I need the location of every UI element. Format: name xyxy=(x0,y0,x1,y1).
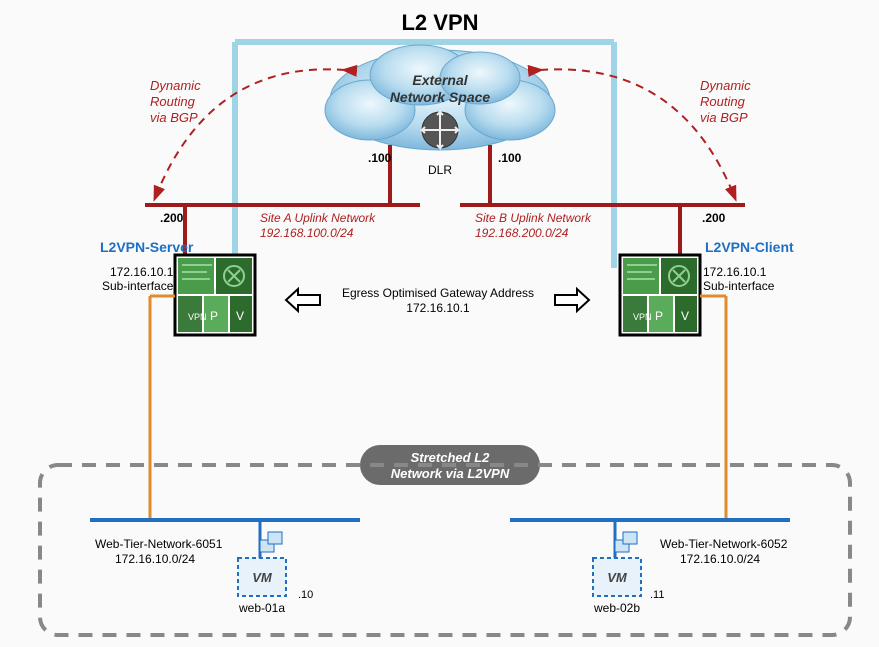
client-sub-label: Sub-interface xyxy=(703,279,775,293)
site-a-label-1: Site A Uplink Network xyxy=(260,211,376,225)
client-sub-ip: 172.16.10.1 xyxy=(703,265,767,279)
site-b-label-2: 192.168.200.0/24 xyxy=(475,226,569,240)
svg-text:VPN: VPN xyxy=(188,312,207,322)
web-left-subnet: 172.16.10.0/24 xyxy=(115,552,195,566)
server-sub-ip: 172.16.10.1 xyxy=(110,265,174,279)
vm-right-icon: VM xyxy=(593,532,641,596)
vm-left-icon: VM xyxy=(238,532,286,596)
svg-text:V: V xyxy=(236,309,244,323)
vm-left-ip: .10 xyxy=(298,589,313,601)
svg-text:V: V xyxy=(681,309,689,323)
stretched-label-2: Network via L2VPN xyxy=(391,466,510,481)
vm-right-label: VM xyxy=(607,570,628,585)
vm-right-ip: .11 xyxy=(650,589,664,601)
bgp-right-2: Routing xyxy=(700,94,746,109)
egress-label-2: 172.16.10.1 xyxy=(406,301,470,315)
cloud-label-1: External xyxy=(412,72,468,88)
site-b-ip: .200 xyxy=(702,211,726,225)
bgp-left-1: Dynamic xyxy=(150,78,201,93)
l2vpn-client-title: L2VPN-Client xyxy=(705,239,794,255)
cloud-left-ip: .100 xyxy=(368,151,392,165)
arrow-right-icon xyxy=(555,289,589,311)
web-tier-left: Web-Tier-Network-6051 172.16.10.0/24 VM … xyxy=(90,520,360,615)
site-b-uplink: .200 Site B Uplink Network 192.168.200.0… xyxy=(460,205,745,255)
web-tier-right: Web-Tier-Network-6052 172.16.10.0/24 VM … xyxy=(510,520,790,615)
cloud-right-ip: .100 xyxy=(498,151,522,165)
diagram-title: L2 VPN xyxy=(401,10,478,35)
web-left-name: Web-Tier-Network-6051 xyxy=(95,537,223,551)
bgp-left-3: via BGP xyxy=(150,110,198,125)
bgp-right-3: via BGP xyxy=(700,110,748,125)
svg-text:P: P xyxy=(210,309,218,323)
svg-text:P: P xyxy=(655,309,663,323)
egress-label-1: Egress Optimised Gateway Address xyxy=(342,286,534,300)
web-right-name: Web-Tier-Network-6052 xyxy=(660,537,788,551)
egress-section: Egress Optimised Gateway Address 172.16.… xyxy=(286,286,589,315)
cloud-label-2: Network Space xyxy=(390,89,491,105)
network-diagram: L2 VPN External Network Space DLR .100 .… xyxy=(0,0,879,647)
stretched-label-1: Stretched L2 xyxy=(411,450,491,465)
server-sub-label: Sub-interface xyxy=(102,279,174,293)
dlr-label: DLR xyxy=(428,163,452,177)
vm-left-name: web-01a xyxy=(238,601,285,615)
bgp-left-arc: Dynamic Routing via BGP xyxy=(150,69,345,198)
site-b-label-1: Site B Uplink Network xyxy=(475,211,592,225)
bgp-left-2: Routing xyxy=(150,94,196,109)
site-a-label-2: 192.168.100.0/24 xyxy=(260,226,354,240)
site-a-ip: .200 xyxy=(160,211,184,225)
bgp-right-1: Dynamic xyxy=(700,78,751,93)
svg-text:VPN: VPN xyxy=(633,312,652,322)
arrow-left-icon xyxy=(286,289,320,311)
vm-left-label: VM xyxy=(252,570,273,585)
l2vpn-client: VPN P V L2VPN-Client 172.16.10.1 Sub-int… xyxy=(620,239,794,335)
vm-right-name: web-02b xyxy=(593,601,640,615)
web-right-subnet: 172.16.10.0/24 xyxy=(680,552,760,566)
l2vpn-server-title: L2VPN-Server xyxy=(100,239,194,255)
bgp-right-arc: Dynamic Routing via BGP xyxy=(540,69,751,198)
dlr-router-icon xyxy=(422,112,458,148)
l2vpn-server: VPN P V L2VPN-Server 172.16.10.1 Sub-int… xyxy=(100,239,255,335)
